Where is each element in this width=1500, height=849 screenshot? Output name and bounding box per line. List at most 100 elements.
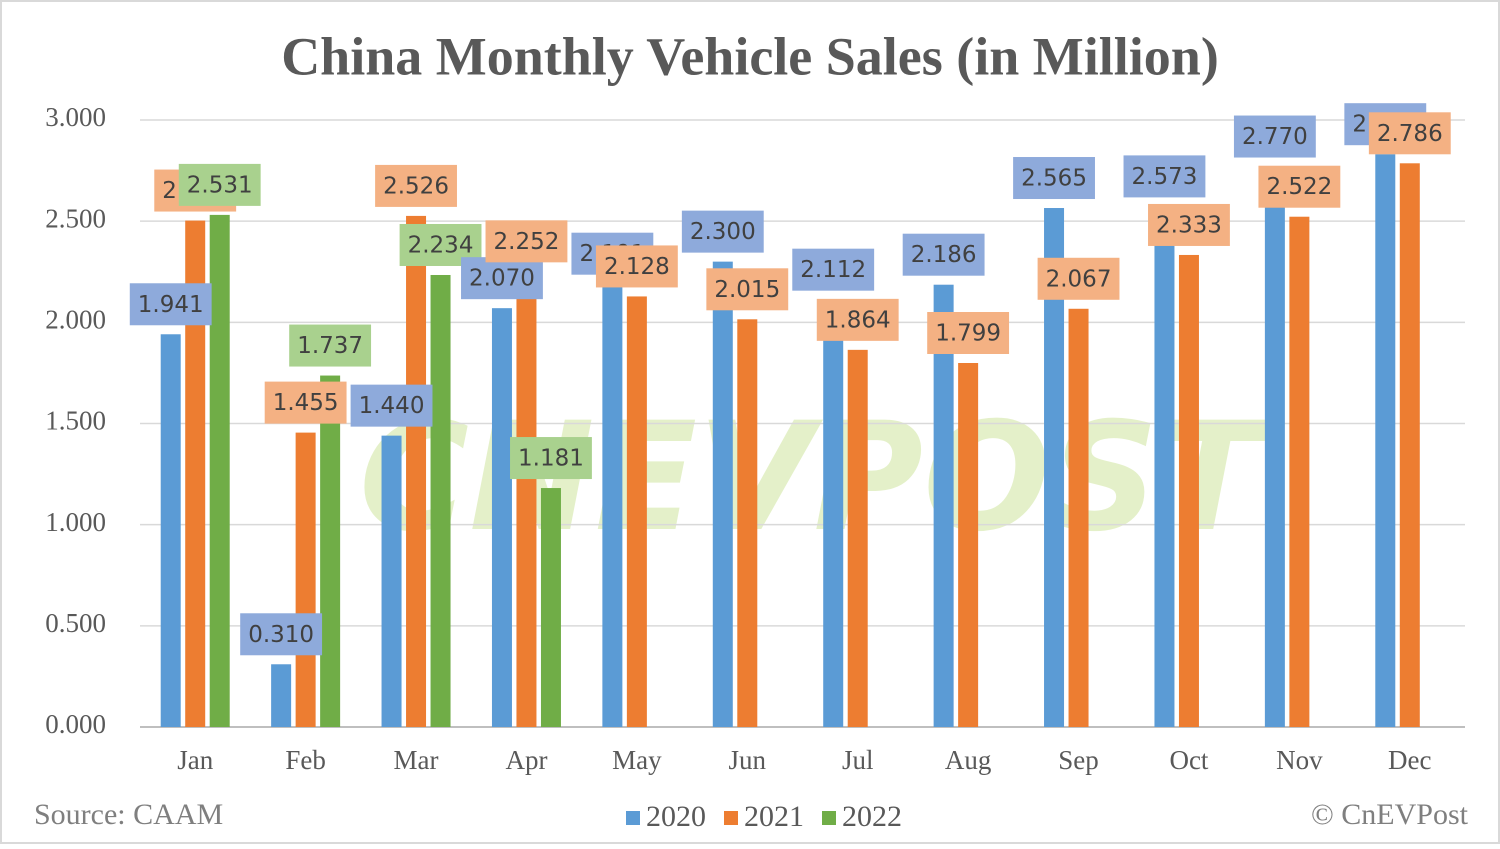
bar	[1068, 308, 1089, 727]
y-tick-label: 1.500	[45, 406, 106, 436]
bar	[1154, 206, 1175, 727]
data-label-box	[264, 381, 347, 424]
data-label: 2.252	[494, 229, 560, 255]
data-label: 2.531	[187, 172, 253, 198]
data-label-box	[289, 324, 372, 367]
bar	[209, 214, 230, 727]
data-label: 1.181	[518, 446, 584, 472]
y-tick-label: 0.000	[45, 709, 106, 739]
data-label-box	[927, 312, 1010, 355]
y-tick-label: 2.000	[45, 305, 106, 335]
legend-label: 2021	[744, 800, 804, 833]
data-label: 1.799	[935, 321, 1001, 347]
grid	[140, 119, 1465, 728]
data-label-box	[1258, 165, 1341, 208]
data-label: 2.770	[1242, 124, 1308, 150]
data-label: 1.455	[273, 390, 339, 416]
legend: 2020 2021 2022	[626, 800, 902, 833]
data-label: 1.440	[359, 393, 425, 419]
bar	[1178, 254, 1199, 727]
legend-swatch	[626, 811, 640, 825]
bar	[1375, 154, 1396, 727]
data-label-box	[178, 163, 261, 206]
data-labels: 1.9412.5032.5310.3101.4551.7371.4402.526…	[129, 103, 1451, 656]
bar	[1289, 216, 1310, 727]
data-label: 2.112	[800, 257, 866, 283]
bar	[712, 261, 733, 727]
bar	[737, 319, 758, 727]
data-label-box	[1123, 155, 1206, 198]
bar	[933, 284, 954, 727]
bars	[160, 154, 1420, 728]
y-tick-label: 3.000	[45, 102, 106, 132]
data-label: 0.310	[248, 622, 314, 648]
legend-label: 2020	[646, 800, 706, 833]
bar	[185, 220, 206, 727]
bar	[160, 334, 181, 727]
data-label-box	[681, 210, 764, 253]
data-label: 2.234	[408, 232, 474, 258]
bar	[847, 349, 868, 727]
data-label: 1.941	[138, 292, 204, 318]
bar	[320, 375, 341, 727]
data-label-box	[595, 245, 678, 288]
x-tick-label: Nov	[1276, 745, 1323, 775]
bar	[1264, 166, 1285, 727]
bar	[381, 435, 402, 727]
chart-title: China Monthly Vehicle Sales (in Million)	[281, 26, 1219, 86]
data-label: 2.573	[1132, 164, 1198, 190]
bar	[823, 299, 844, 727]
data-label: 2.522	[1266, 174, 1332, 200]
y-tick-label: 2.500	[45, 203, 106, 233]
y-tick-label: 1.000	[45, 507, 106, 537]
data-label-box	[485, 220, 568, 263]
x-tick-label: Dec	[1388, 745, 1431, 775]
data-label: 2.128	[604, 254, 670, 280]
source-note: Source: CAAM	[34, 798, 223, 831]
bar	[516, 271, 537, 727]
data-label-box	[792, 248, 875, 291]
legend-label: 2022	[842, 800, 902, 833]
data-label-box	[1148, 203, 1230, 246]
data-label-box	[902, 233, 985, 276]
data-label-box	[1037, 257, 1120, 300]
data-label-box	[461, 257, 543, 300]
data-label-box	[816, 298, 899, 341]
data-label: 2.186	[911, 242, 977, 268]
data-label: 1.737	[297, 333, 363, 359]
x-tick-label: Mar	[394, 745, 439, 775]
bar	[1399, 163, 1420, 728]
x-tick-label: Feb	[285, 745, 326, 775]
bar	[540, 488, 561, 727]
bar	[491, 308, 512, 727]
bar	[1044, 208, 1065, 727]
x-tick-label: Jun	[729, 745, 767, 775]
bar	[430, 274, 451, 727]
data-label-box	[706, 268, 789, 311]
data-label: 2.786	[1377, 121, 1443, 147]
x-tick-label: Jan	[177, 745, 213, 775]
data-label-box	[1013, 157, 1095, 200]
data-label: 2.070	[469, 266, 535, 292]
data-label: 2.333	[1156, 212, 1222, 238]
data-label: 2.015	[714, 277, 780, 303]
bar	[406, 215, 427, 727]
bar	[271, 664, 292, 727]
data-label-box	[129, 283, 212, 326]
data-label: 2.067	[1046, 266, 1112, 292]
x-tick-label: Oct	[1169, 745, 1208, 775]
data-label: 1.864	[825, 307, 891, 333]
data-label-box	[1233, 115, 1316, 158]
data-label: 2.300	[690, 219, 756, 245]
data-label-box	[350, 384, 433, 427]
y-tick-label: 0.500	[45, 608, 106, 638]
data-label: 2.526	[383, 173, 449, 199]
legend-swatch	[822, 811, 836, 825]
x-tick-label: Jul	[842, 745, 874, 775]
data-label-box	[240, 613, 323, 656]
bar	[602, 283, 623, 727]
credit-note: © CnEVPost	[1311, 798, 1469, 831]
data-label-box	[1368, 112, 1451, 155]
x-tick-label: Apr	[505, 745, 547, 775]
